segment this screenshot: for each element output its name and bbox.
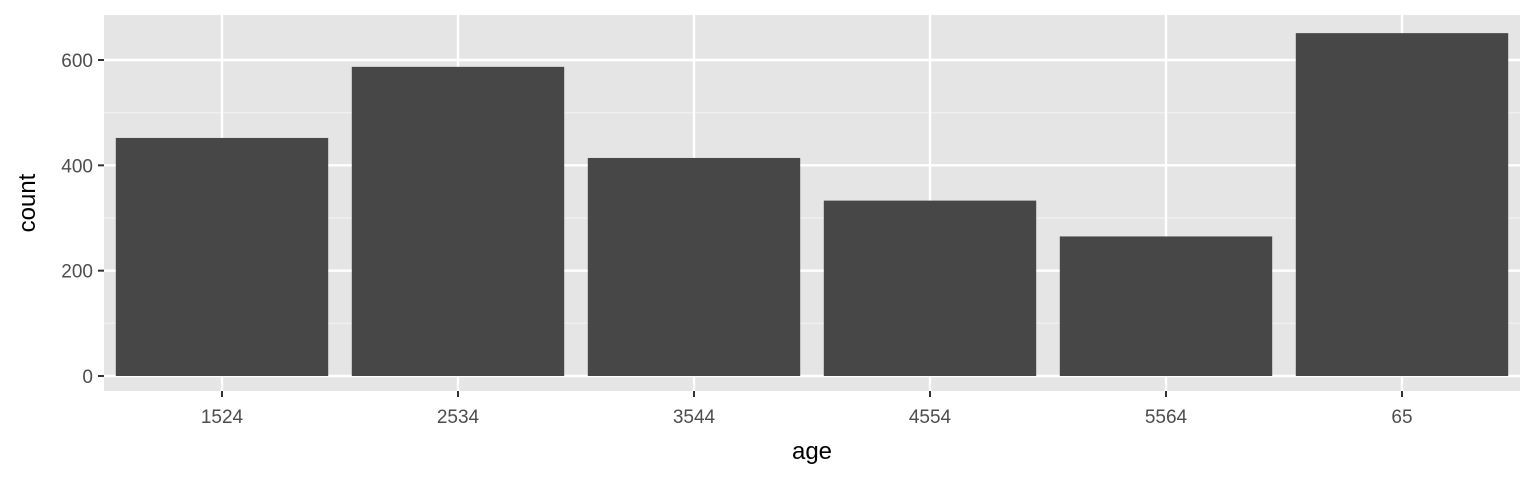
x-tick-label: 65 <box>1391 407 1412 428</box>
y-axis-title: count <box>14 173 41 232</box>
bar-5564 <box>1059 236 1273 376</box>
x-tick-label: 1524 <box>201 407 244 428</box>
y-tick-label: 400 <box>61 156 93 177</box>
y-tick-label: 600 <box>61 51 93 72</box>
bar-1524 <box>115 137 329 376</box>
y-tick-label: 0 <box>82 367 93 388</box>
x-axis: 1524 2534 3544 4554 5564 65 <box>201 391 1413 428</box>
plot-panel <box>104 15 1520 391</box>
x-tick-label: 5564 <box>1145 407 1188 428</box>
bar-4554 <box>823 200 1037 376</box>
bars <box>115 33 1509 376</box>
x-tick-label: 2534 <box>437 407 480 428</box>
minor-gridlines <box>104 112 1520 324</box>
y-axis: 0 200 400 600 <box>61 51 104 388</box>
x-tick-label: 3544 <box>673 407 716 428</box>
x-axis-title: age <box>792 438 832 465</box>
bar-2534 <box>351 66 565 376</box>
y-tick-label: 200 <box>61 262 93 283</box>
x-tick-label: 4554 <box>909 407 952 428</box>
bar-3544 <box>587 157 801 376</box>
bar-65 <box>1295 33 1509 376</box>
